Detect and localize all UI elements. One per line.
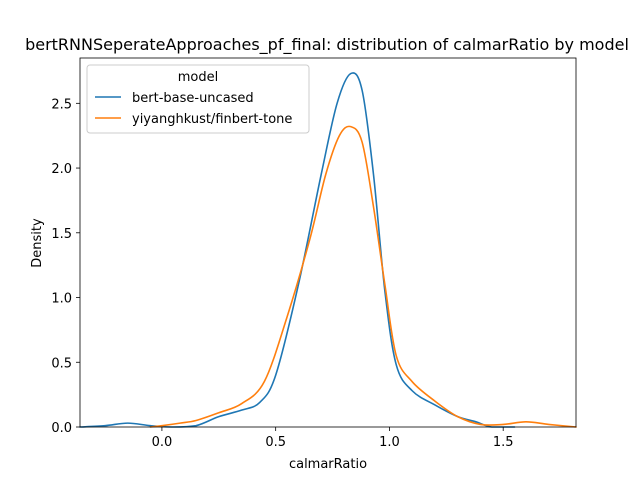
plot-frame <box>79 57 577 428</box>
y-axis-ticks: 0.0 0.5 1.0 1.5 2.0 2.5 <box>51 97 80 436</box>
x-axis-label: calmarRatio <box>289 457 367 472</box>
legend-label-bert-base-uncased: bert-base-uncased <box>132 91 254 106</box>
legend: model bert-base-uncased yiyanghkust/finb… <box>86 64 310 134</box>
legend-title: model <box>178 70 218 85</box>
x-tick-label: 1.5 <box>493 435 514 450</box>
y-axis-label: Density <box>30 218 45 268</box>
chart-title: bertRNNSeperateApproaches_pf_final: dist… <box>25 35 629 55</box>
x-tick-label: 0.0 <box>152 435 173 450</box>
legend-box <box>86 64 310 134</box>
x-axis-ticks: 0.0 0.5 1.0 1.5 <box>152 427 514 450</box>
x-tick-label: 0.5 <box>265 435 286 450</box>
y-tick-label: 0.0 <box>51 421 72 436</box>
y-tick-label: 2.5 <box>51 97 72 112</box>
y-tick-label: 1.0 <box>51 292 72 307</box>
x-tick-label: 1.0 <box>379 435 400 450</box>
y-tick-label: 1.5 <box>51 227 72 242</box>
y-tick-label: 0.5 <box>51 356 72 371</box>
legend-label-finbert-tone: yiyanghkust/finbert-tone <box>132 112 292 127</box>
y-tick-label: 2.0 <box>51 162 72 177</box>
series-line-1 <box>149 125 577 428</box>
